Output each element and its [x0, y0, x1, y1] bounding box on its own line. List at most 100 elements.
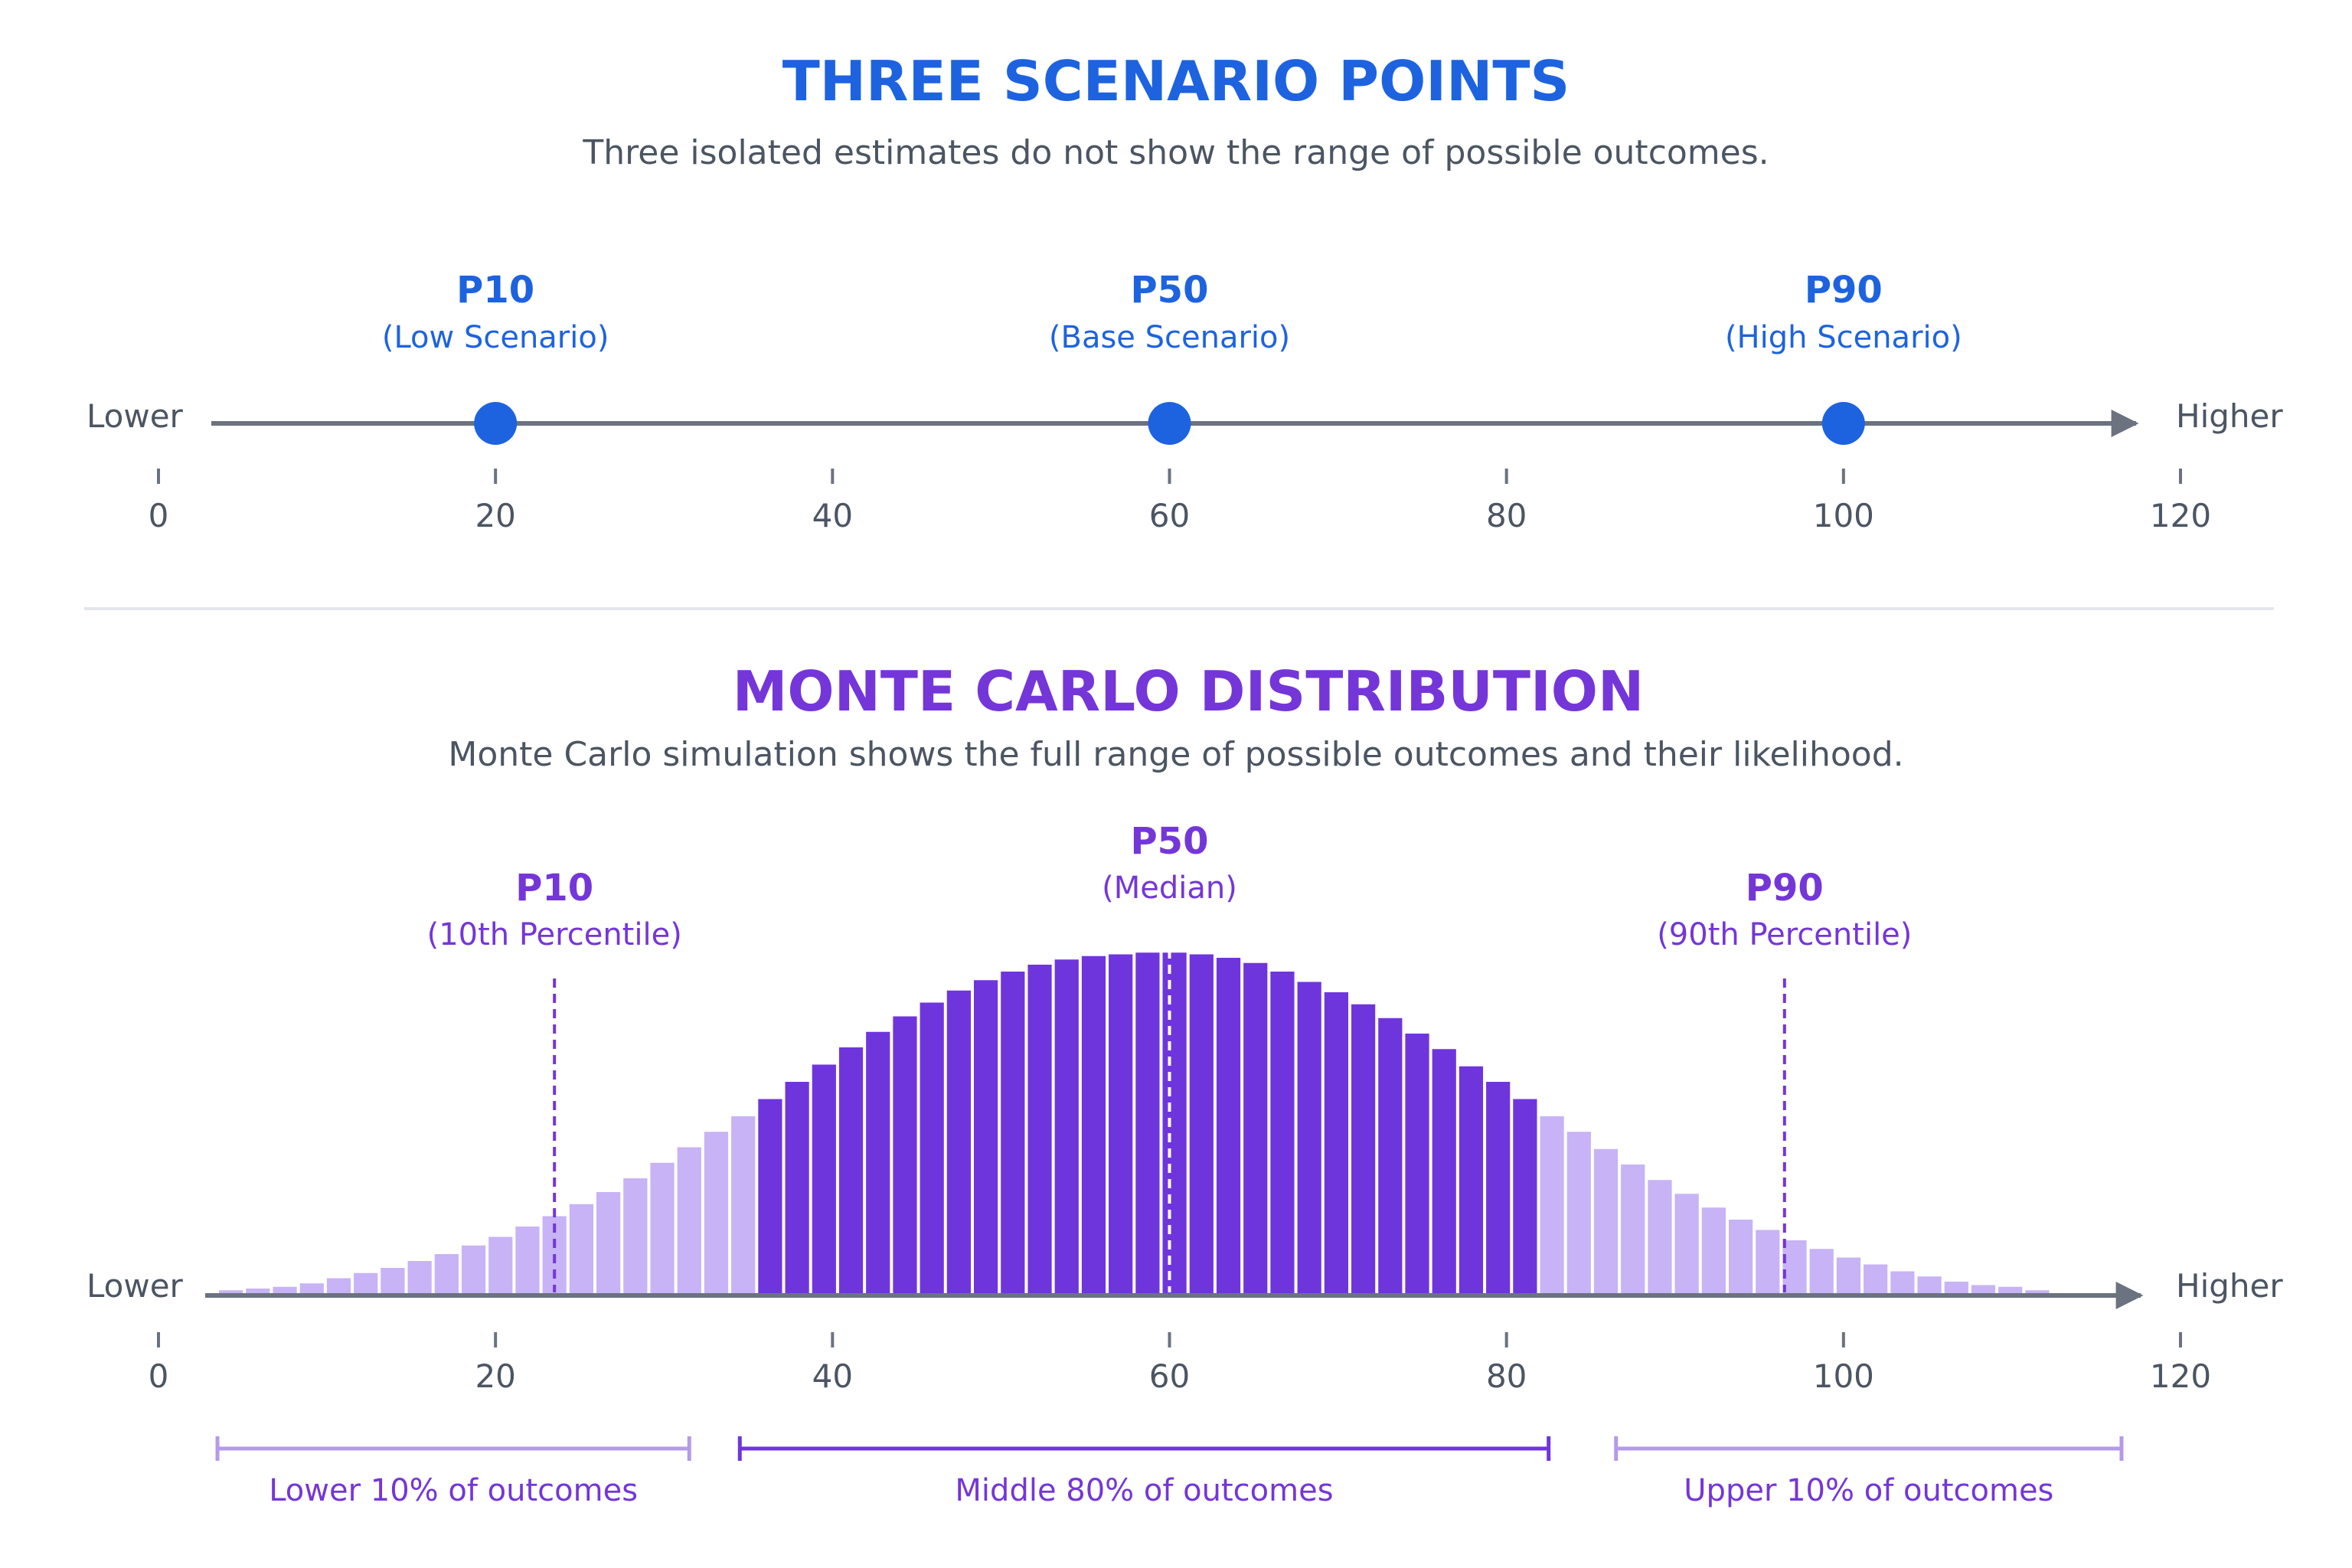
scenario-point-sublabel: (Low Scenario)	[382, 320, 609, 355]
histogram-bar	[1351, 1004, 1376, 1295]
histogram-bar	[434, 1254, 459, 1295]
top-axis-ticks: 0 20 40 60 80 100 120	[149, 469, 2211, 534]
histogram-bar	[1243, 962, 1268, 1295]
bottom-tick-label: 20	[475, 1357, 515, 1395]
histogram-bar	[2025, 1290, 2050, 1295]
top-tick-label: 0	[149, 497, 169, 534]
histogram-bar	[1864, 1264, 1888, 1295]
histogram-bar	[1405, 1034, 1429, 1295]
top-subtitle: Three isolated estimates do not show the…	[582, 133, 1769, 172]
percentile-marker-sublabel: (10th Percentile)	[427, 917, 682, 952]
histogram-bar	[354, 1272, 378, 1295]
histogram-bar	[1782, 1240, 1807, 1295]
histogram-bar	[246, 1289, 270, 1295]
scenario-point-dot	[1148, 402, 1191, 445]
histogram-bar	[1971, 1285, 1996, 1295]
histogram-bar	[461, 1245, 486, 1295]
percentile-markers: P10 (10th Percentile) P50 (Median) P90 (90th …	[427, 820, 1912, 1292]
histogram-bar	[1189, 954, 1214, 1295]
histogram-bar	[838, 1047, 864, 1295]
histogram-bar	[515, 1227, 540, 1295]
scenario-point-dot	[474, 402, 518, 445]
bottom-subtitle: Monte Carlo simulation shows the full ra…	[448, 735, 1903, 774]
histogram-bar	[326, 1278, 351, 1295]
bottom-axis-lower-label: Lower	[87, 1267, 184, 1305]
histogram-bar	[1809, 1249, 1834, 1295]
scenario-point-sublabel: (Base Scenario)	[1049, 320, 1290, 355]
histogram-bar	[1728, 1220, 1753, 1295]
top-axis-higher-label: Higher	[2176, 397, 2283, 435]
bottom-tick-label: 100	[1813, 1357, 1874, 1395]
histogram-bar	[1621, 1165, 1645, 1295]
scenario-point-dot	[1821, 402, 1865, 445]
histogram-bar	[1027, 965, 1052, 1295]
percentile-marker-label: P90	[1746, 867, 1824, 910]
outcome-ranges: Lower 10% of outcomes Middle 80% of outco…	[215, 1436, 2124, 1508]
histogram-bar	[1486, 1082, 1511, 1295]
histogram-bar	[812, 1064, 836, 1295]
histogram-bar	[1378, 1018, 1403, 1295]
bottom-tick-label: 120	[2150, 1357, 2211, 1395]
scenario-points: P10 (Low Scenario) P50 (Base Scenario) P90 (H…	[382, 269, 1962, 445]
histogram-bar	[1135, 952, 1160, 1295]
scenario-points-panel: THREE SCENARIO POINTS Three isolated est…	[87, 49, 2283, 534]
histogram-bar	[1270, 972, 1295, 1295]
histogram-bar	[1054, 959, 1079, 1295]
histogram-bar	[920, 1002, 944, 1295]
histogram-bar	[785, 1082, 809, 1295]
histogram-bar	[1216, 958, 1241, 1295]
scenario-point-label: P10	[456, 269, 534, 312]
histogram-bar	[623, 1178, 648, 1295]
histogram-bar	[758, 1099, 782, 1295]
histogram-bar	[219, 1290, 243, 1295]
histogram-bar	[893, 1016, 917, 1295]
scenario-point-label: P90	[1805, 269, 1883, 312]
top-tick-label: 120	[2150, 497, 2211, 534]
range-label: Middle 80% of outcomes	[955, 1473, 1333, 1508]
histogram-bar	[1081, 956, 1106, 1295]
histogram-bar	[1459, 1066, 1484, 1295]
top-tick-label: 40	[812, 497, 853, 534]
histogram-bar	[596, 1192, 621, 1295]
histogram-bar	[569, 1204, 594, 1295]
histogram-bar	[1162, 952, 1187, 1295]
histogram-bar	[1674, 1194, 1699, 1295]
range-label: Upper 10% of outcomes	[1684, 1473, 2053, 1508]
top-title: THREE SCENARIO POINTS	[782, 49, 1570, 113]
percentile-marker-sublabel: (90th Percentile)	[1657, 917, 1912, 952]
histogram-bar	[677, 1147, 701, 1295]
histogram-bar	[1998, 1286, 2023, 1295]
top-tick-label: 100	[1813, 497, 1874, 534]
histogram-bar	[1297, 982, 1321, 1295]
bottom-axis-higher-label: Higher	[2176, 1267, 2283, 1305]
range-label: Lower 10% of outcomes	[269, 1473, 638, 1508]
top-tick-label: 20	[475, 497, 515, 534]
histogram-bar	[1513, 1099, 1537, 1295]
histogram-bar	[704, 1132, 729, 1295]
histogram-bar	[407, 1261, 432, 1295]
percentile-marker-label: P50	[1131, 820, 1209, 863]
histogram-bar	[1756, 1230, 1780, 1295]
percentile-marker-sublabel: (Median)	[1102, 871, 1237, 906]
scenario-point-label: P50	[1131, 269, 1209, 312]
histogram-bar	[1836, 1257, 1861, 1295]
histogram-bar	[1540, 1116, 1564, 1295]
histogram-bar	[866, 1031, 890, 1295]
bottom-axis-ticks: 0 20 40 60 80 100 120	[149, 1332, 2211, 1395]
histogram-bar	[1890, 1271, 1915, 1295]
histogram-bar	[381, 1268, 405, 1295]
scenario-point-sublabel: (High Scenario)	[1725, 320, 1962, 355]
histogram-bar	[650, 1162, 675, 1295]
histogram-bar	[1109, 954, 1133, 1295]
monte-carlo-panel: MONTE CARLO DISTRIBUTION Monte Carlo sim…	[87, 659, 2283, 1508]
top-axis-lower-label: Lower	[87, 397, 184, 435]
histogram-bar	[1432, 1049, 1456, 1295]
top-tick-label: 60	[1149, 497, 1190, 534]
bottom-tick-label: 40	[812, 1357, 853, 1395]
histogram-bar	[273, 1286, 297, 1295]
histogram-bar	[974, 980, 998, 1295]
histogram-bar	[488, 1236, 513, 1295]
histogram-bar	[1944, 1282, 1968, 1295]
histogram-bar	[1917, 1276, 1942, 1295]
